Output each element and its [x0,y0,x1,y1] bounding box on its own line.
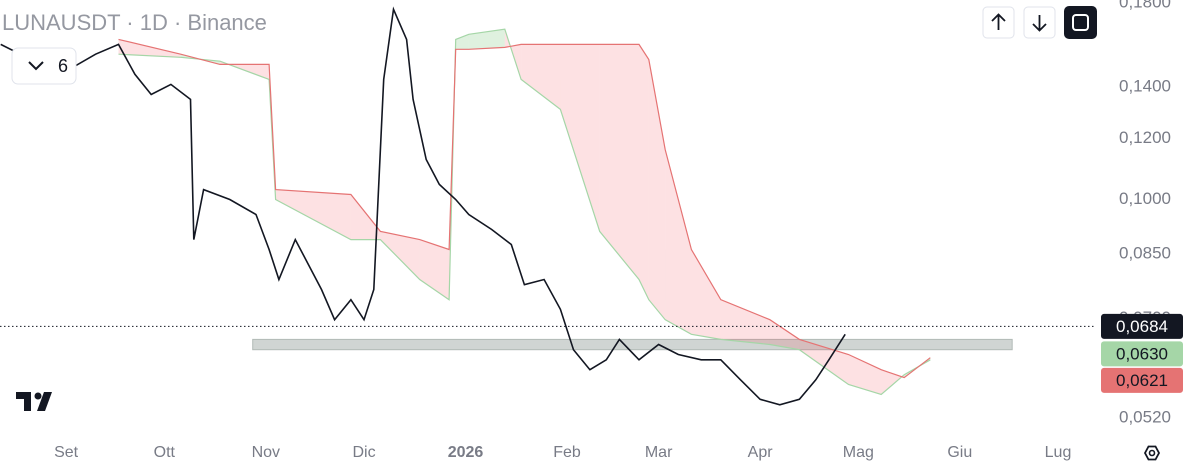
cloud-fill [769,319,800,350]
logo-part [16,392,31,411]
logo-part [34,392,42,400]
fullscreen-icon [1072,14,1089,31]
cloud-fill [720,299,770,345]
x-tick-label: Mag [843,444,874,461]
indicator-toggle[interactable]: 6 [11,47,77,85]
settings-dot [1148,449,1156,457]
settings-icon[interactable] [1143,445,1161,461]
support-zone [252,338,1013,351]
price-label-box [1101,313,1183,339]
x-tick-label: Mar [645,444,673,461]
cloud-fill [521,44,561,110]
toggle-box[interactable] [11,47,77,85]
price-label: 0,0621 [1116,371,1168,390]
y-tick-label: 0,0520 [1119,408,1171,427]
scroll-down-button[interactable] [1023,6,1056,39]
x-tick-label: 2026 [448,444,484,461]
chart-title: LUNAUSDT · 1D · Binance [2,10,267,35]
logo-part [37,392,52,411]
x-tick-label: Giu [947,444,972,461]
cloud-fill [848,354,882,395]
cloud-fill [275,189,351,240]
x-tick-label: Ott [154,444,176,461]
cloud-fill [691,249,721,340]
cloud-fill [560,44,600,232]
settings-button[interactable] [1143,445,1161,461]
y-tick-label: 0,1400 [1119,76,1171,95]
price-label: 0,0684 [1116,317,1168,336]
cloud-fill [468,29,505,50]
arrow-up [991,13,1006,30]
indicator-count: 6 [58,56,68,76]
plot-area [0,6,1095,406]
cloud-fill [380,231,420,280]
cloud-fill [599,44,639,280]
chevron [28,61,44,71]
price-label: 0,0630 [1116,344,1168,363]
cloud-fill [118,39,181,58]
cloud-fill [665,149,692,335]
price-line [0,6,846,406]
cloud-fill [419,239,450,300]
arrow-down [1032,15,1047,32]
x-tick-label: Set [54,444,79,461]
y-tick-label: 0,0850 [1119,243,1171,262]
fullscreen-button[interactable] [1064,6,1097,39]
scroll-up-button[interactable] [982,6,1015,39]
y-tick-label: 0,1000 [1119,189,1171,208]
y-tick-label: 0,1200 [1119,128,1171,147]
span-a-line [118,28,931,396]
price-label-box [1101,367,1183,393]
x-tick-label: Nov [252,444,280,461]
cloud-fill [455,34,469,50]
x-tick-label: Feb [553,444,581,461]
x-tick-label: Dic [352,444,375,461]
cloud-fill [799,339,849,385]
x-tick-label: Lug [1045,444,1072,461]
cloud-fill [648,59,666,320]
span-b-line [118,38,931,379]
cloud-fill [350,194,381,240]
x-tick-label: Apr [748,444,774,461]
button-box[interactable] [1064,6,1097,39]
cloud-fill [638,44,649,300]
y-tick-label: 0,1800 [1119,0,1171,11]
tradingview-logo [16,392,52,411]
price-label-box [1101,341,1183,367]
